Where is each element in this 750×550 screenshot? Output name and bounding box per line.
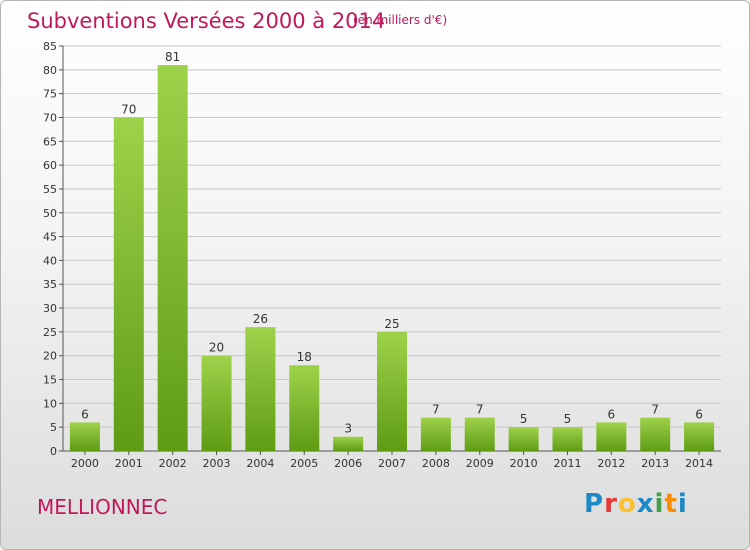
proxiti-logo[interactable]: Proxiti: [584, 489, 688, 519]
data-label: 5: [564, 412, 572, 426]
logo-letter: o: [617, 489, 637, 519]
x-tick-label: 2006: [334, 457, 362, 470]
data-label: 5: [520, 412, 528, 426]
y-tick-label: 15: [43, 374, 57, 387]
bar: [157, 65, 188, 451]
bar: [596, 422, 627, 451]
x-tick-label: 2005: [290, 457, 318, 470]
x-tick-label: 2000: [71, 457, 99, 470]
data-label: 26: [253, 312, 268, 326]
data-label: 7: [432, 403, 440, 417]
y-tick-label: 25: [43, 326, 57, 339]
logo-letter: i: [677, 489, 688, 519]
y-tick-label: 55: [43, 183, 57, 196]
data-label: 6: [695, 407, 703, 421]
chart-unit: (en milliers d'€): [353, 13, 448, 27]
y-tick-label: 35: [43, 278, 57, 291]
bars: [69, 65, 715, 452]
bar: [69, 422, 100, 451]
y-tick-label: 50: [43, 207, 57, 220]
bar: [377, 331, 407, 451]
data-label: 6: [81, 407, 89, 421]
y-tick-label: 10: [43, 397, 57, 410]
x-tick-label: 2011: [553, 457, 581, 470]
x-tick-label: 2013: [641, 457, 669, 470]
y-tick-label: 70: [43, 111, 57, 124]
x-tick-label: 2014: [685, 457, 713, 470]
x-tick-label: 2001: [115, 457, 143, 470]
logo-letter: P: [584, 489, 605, 519]
data-label: 81: [165, 50, 180, 64]
y-tick-label: 60: [43, 159, 57, 172]
bar: [333, 436, 364, 451]
bar: [245, 327, 276, 451]
data-label: 7: [476, 403, 484, 417]
data-label: 6: [608, 407, 616, 421]
x-tick-label: 2012: [597, 457, 625, 470]
data-label: 25: [384, 317, 399, 331]
y-tick-label: 40: [43, 254, 57, 267]
logo-letter: t: [664, 489, 678, 519]
y-tick-label: 5: [50, 421, 57, 434]
logo-letter: x: [636, 489, 655, 519]
x-tick-label: 2010: [510, 457, 538, 470]
bar: [464, 417, 495, 451]
y-tick-label: 80: [43, 64, 57, 77]
labels: 0510152025303540455055606570758085620007…: [43, 40, 713, 470]
y-tick-label: 30: [43, 302, 57, 315]
bar: [289, 365, 320, 451]
y-tick-label: 0: [50, 445, 57, 458]
y-tick-label: 85: [43, 40, 57, 53]
x-tick-label: 2007: [378, 457, 406, 470]
chart-title: Subventions Versées 2000 à 2014: [27, 9, 386, 33]
commune-name: MELLIONNEC: [37, 495, 168, 519]
data-label: 20: [209, 341, 224, 355]
x-tick-label: 2004: [246, 457, 274, 470]
bar: [684, 422, 715, 451]
bar: [201, 355, 232, 451]
y-tick-label: 45: [43, 231, 57, 244]
data-label: 18: [297, 350, 312, 364]
data-label: 3: [344, 422, 352, 436]
bar: [420, 417, 451, 451]
x-tick-label: 2009: [466, 457, 494, 470]
y-tick-label: 65: [43, 135, 57, 148]
data-label: 70: [121, 102, 136, 116]
data-label: 7: [651, 403, 659, 417]
bar: [113, 117, 144, 452]
y-tick-label: 20: [43, 350, 57, 363]
x-tick-label: 2008: [422, 457, 450, 470]
bar: [640, 417, 671, 451]
logo-letter: r: [604, 489, 618, 519]
bar: [552, 427, 583, 451]
y-tick-label: 75: [43, 88, 57, 101]
x-tick-label: 2003: [203, 457, 231, 470]
logo-letter: i: [654, 489, 665, 519]
x-tick-label: 2002: [159, 457, 187, 470]
bar: [508, 427, 539, 451]
